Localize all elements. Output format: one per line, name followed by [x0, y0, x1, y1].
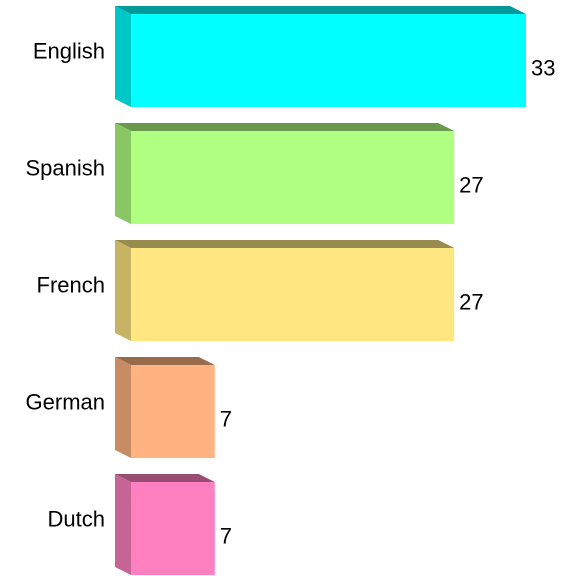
bar-side — [115, 474, 131, 575]
category-label: English — [33, 38, 105, 63]
bar-top — [115, 474, 215, 482]
bar — [131, 131, 455, 224]
category-label: Dutch — [48, 506, 105, 531]
bar — [131, 248, 455, 341]
bar-top — [115, 6, 526, 14]
bar-side — [115, 123, 131, 224]
bar-side — [115, 357, 131, 458]
bar — [131, 365, 215, 458]
bar-top — [115, 240, 455, 248]
value-label: 7 — [220, 523, 232, 548]
category-label: Spanish — [25, 155, 105, 180]
bar — [131, 482, 215, 575]
bar-top — [115, 357, 215, 365]
category-label: French — [37, 272, 105, 297]
bar — [131, 14, 526, 107]
bar-top — [115, 123, 455, 131]
bar-side — [115, 240, 131, 341]
value-label: 33 — [531, 55, 555, 80]
value-label: 27 — [459, 172, 483, 197]
category-label: German — [26, 389, 105, 414]
value-label: 27 — [459, 289, 483, 314]
bar-side — [115, 6, 131, 107]
value-label: 7 — [220, 406, 232, 431]
